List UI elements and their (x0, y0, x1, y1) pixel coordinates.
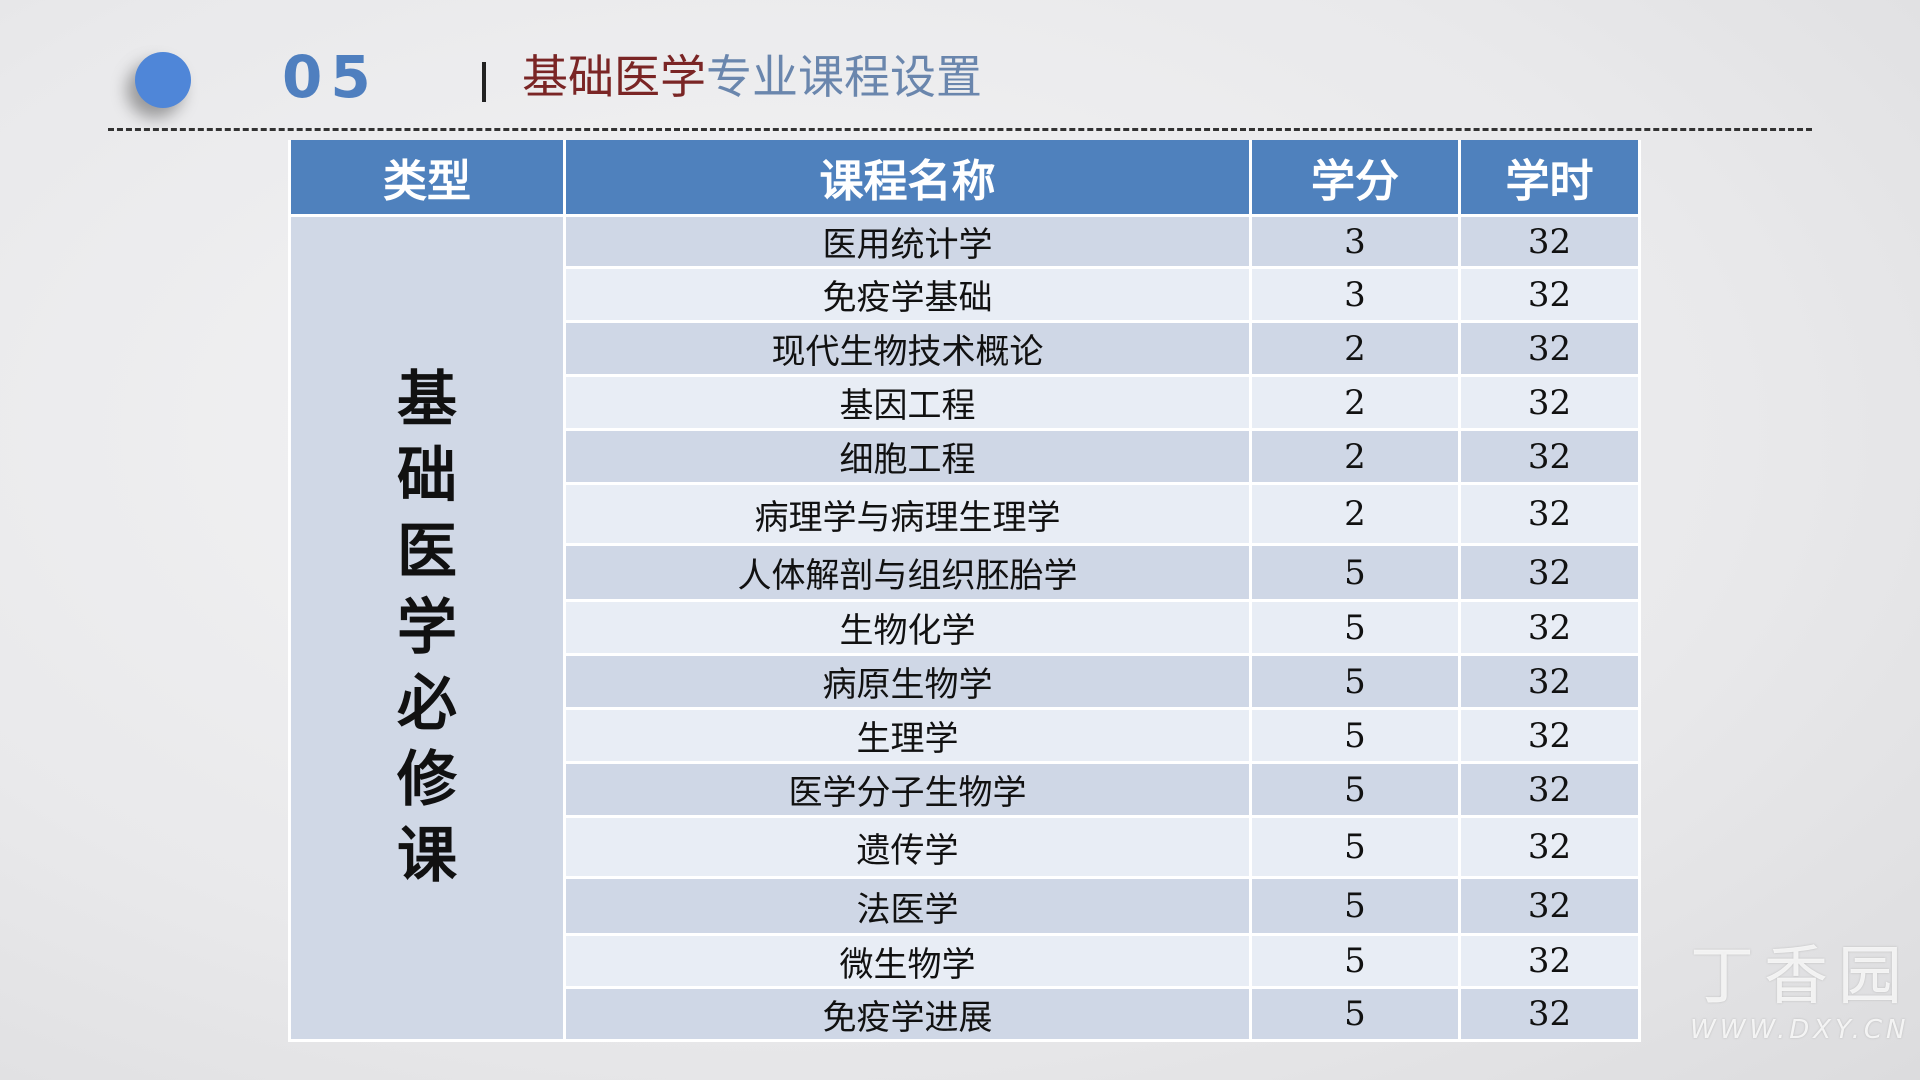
course-credit: 2 (1249, 428, 1461, 485)
table-row: 生物化学 5 32 (290, 599, 1641, 656)
table-row: 遗传学 5 32 (290, 815, 1641, 879)
category-cell: 基础医学必修课 (288, 214, 566, 1042)
watermark-cn: 丁香园 (1690, 940, 1912, 1014)
course-credit: 5 (1249, 876, 1461, 936)
title-divider (482, 62, 486, 102)
course-hours: 32 (1458, 986, 1641, 1042)
table-row: 微生物学 5 32 (290, 933, 1641, 989)
watermark-logo: 丁香园 WWW.DXY.CN (1690, 945, 1912, 1045)
col-course: 课程名称 (563, 140, 1252, 217)
course-table: 类型 课程名称 学分 学时 基础医学必修课 医用统计学 3 32 免疫学基础 3 32 现代生… (288, 140, 1641, 1042)
course-name: 遗传学 (563, 815, 1252, 879)
course-name: 生物化学 (563, 599, 1252, 656)
course-name: 生理学 (563, 707, 1252, 764)
page-title: 基础医学专业课程设置 (522, 54, 982, 100)
course-hours: 32 (1458, 266, 1641, 323)
course-hours: 32 (1458, 214, 1641, 269)
course-hours: 32 (1458, 761, 1641, 818)
table-row: 病理学与病理生理学 2 32 (290, 482, 1641, 546)
course-name: 细胞工程 (563, 428, 1252, 485)
table-row: 医学分子生物学 5 32 (290, 761, 1641, 818)
course-credit: 5 (1249, 653, 1461, 710)
course-name: 现代生物技术概论 (563, 320, 1252, 377)
course-hours: 32 (1458, 428, 1641, 485)
course-hours: 32 (1458, 876, 1641, 936)
course-name: 法医学 (563, 876, 1252, 936)
course-hours: 32 (1458, 543, 1641, 602)
course-name: 病原生物学 (563, 653, 1252, 710)
course-name: 病理学与病理生理学 (563, 482, 1252, 546)
course-name: 免疫学基础 (563, 266, 1252, 323)
course-name: 免疫学进展 (563, 986, 1252, 1042)
course-name: 人体解剖与组织胚胎学 (563, 543, 1252, 602)
course-name: 微生物学 (563, 933, 1252, 989)
col-credit: 学分 (1249, 140, 1461, 217)
course-hours: 32 (1458, 374, 1641, 431)
title-rest: 专业课程设置 (706, 50, 982, 104)
course-hours: 32 (1458, 653, 1641, 710)
bullet-circle-icon (135, 52, 191, 108)
col-hours: 学时 (1458, 140, 1641, 217)
course-hours: 32 (1458, 815, 1641, 879)
course-credit: 2 (1249, 482, 1461, 546)
course-hours: 32 (1458, 320, 1641, 377)
course-hours: 32 (1458, 482, 1641, 546)
table-row: 基础医学必修课 医用统计学 3 32 (288, 214, 1641, 1042)
course-credit: 2 (1249, 374, 1461, 431)
dashed-divider (108, 128, 1812, 131)
table-row: 细胞工程 2 32 (290, 428, 1641, 485)
course-credit: 5 (1249, 933, 1461, 989)
course-hours: 32 (1458, 933, 1641, 989)
table-row: 现代生物技术概论 2 32 (290, 320, 1641, 377)
course-name: 基因工程 (563, 374, 1252, 431)
course-credit: 5 (1249, 707, 1461, 764)
course-name: 医用统计学 (563, 214, 1252, 269)
category-label: 基础医学必修课 (397, 365, 457, 891)
col-type: 类型 (288, 140, 566, 217)
table-row: 免疫学基础 3 32 (290, 266, 1641, 323)
table-row: 生理学 5 32 (290, 707, 1641, 764)
course-credit: 3 (1249, 214, 1461, 269)
table-row: 免疫学进展 5 32 (290, 986, 1641, 1042)
course-credit: 5 (1249, 815, 1461, 879)
course-credit: 5 (1249, 986, 1461, 1042)
table-row: 病原生物学 5 32 (290, 653, 1641, 710)
watermark-en: WWW.DXY.CN (1690, 1015, 1910, 1045)
table-row: 基因工程 2 32 (290, 374, 1641, 431)
course-credit: 5 (1249, 599, 1461, 656)
table-row: 人体解剖与组织胚胎学 5 32 (290, 543, 1641, 602)
table-header: 类型 课程名称 学分 学时 (288, 140, 1641, 217)
table-row: 法医学 5 32 (290, 876, 1641, 936)
course-credit: 3 (1249, 266, 1461, 323)
course-name: 医学分子生物学 (563, 761, 1252, 818)
course-credit: 5 (1249, 543, 1461, 602)
course-hours: 32 (1458, 707, 1641, 764)
section-number: 05 (282, 43, 379, 111)
course-hours: 32 (1458, 599, 1641, 656)
course-credit: 2 (1249, 320, 1461, 377)
course-credit: 5 (1249, 761, 1461, 818)
title-highlight: 基础医学 (522, 50, 706, 104)
